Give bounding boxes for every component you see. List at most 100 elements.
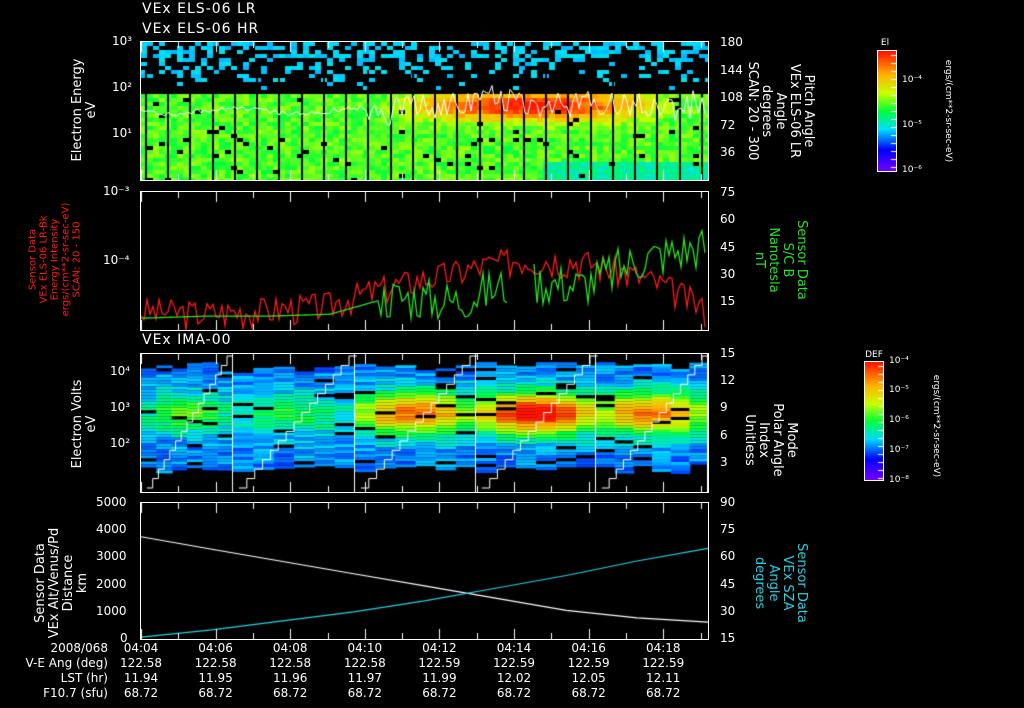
panel1-title-hr: VEx ELS-06 HR <box>142 21 260 37</box>
footer-lst-value: 11.96 <box>273 671 308 685</box>
footer-ve-value: 122.59 <box>493 656 536 670</box>
p1-ytick: 10² <box>112 80 133 94</box>
def-colorbar-tick: 10⁻⁶ <box>889 415 909 425</box>
p4-ytick: 2000 <box>96 577 127 591</box>
panel3-left-label: Electron Volts eV <box>70 379 99 469</box>
electron-energy-spectrogram <box>141 42 708 180</box>
p3-ytick-right: 3 <box>720 455 728 469</box>
def-colorbar-tick: 10⁻⁴ <box>889 356 909 366</box>
p2-ytick: 10⁻³ <box>103 184 130 198</box>
footer-time-value: 04:14 <box>496 641 532 655</box>
intensity-bfield-lineplot <box>141 192 708 330</box>
p4-ytick: 5000 <box>96 495 127 509</box>
def-colorbar-tick: 10⁻⁷ <box>889 445 909 455</box>
footer-ve-value: 122.59 <box>567 656 610 670</box>
footer-lst-value: 11.99 <box>422 671 457 685</box>
footer-f107-value: 68.72 <box>273 686 308 700</box>
footer-time-value: 04:16 <box>571 641 606 655</box>
footer-ve-value: 122.59 <box>418 656 461 670</box>
p3-ytick: 10² <box>110 436 131 450</box>
el-colorbar-tick: 10⁻⁴ <box>902 75 922 85</box>
p3-ytick-right: 12 <box>720 373 736 387</box>
panel4-frame <box>140 502 709 640</box>
def-colorbar <box>864 361 884 481</box>
el-colorbar-tick: 10⁻⁵ <box>902 120 922 130</box>
footer-lst-value: 11.94 <box>123 671 159 685</box>
def-colorbar-tick: 10⁻⁵ <box>889 385 909 395</box>
footer-f107-value: 68.72 <box>571 686 606 700</box>
el-colorbar-units: ergs/(cm**2-sr-sec-eV) <box>943 59 953 163</box>
def-colorbar-title: DEF <box>865 350 883 360</box>
footer-f107-value: 68.72 <box>646 686 681 700</box>
p2-ytick-right: 45 <box>720 240 736 254</box>
p4-ytick-right: 15 <box>720 631 736 645</box>
p1-ytick-right: 36 <box>720 145 736 159</box>
p2-ytick: 10⁻⁴ <box>103 253 130 267</box>
footer-ve-value: 122.59 <box>642 656 685 670</box>
footer-lst-value: 12.05 <box>571 671 606 685</box>
footer-f107-value: 68.72 <box>198 686 233 700</box>
footer-time-value: 04:12 <box>422 641 457 655</box>
footer-ve-value: 122.58 <box>343 656 386 670</box>
footer-time-value: 04:18 <box>645 641 681 655</box>
p4-ytick: 1000 <box>96 604 127 618</box>
p3-ytick-right: 9 <box>720 400 728 414</box>
footer-row-label-f107: F10.7 (sfu) <box>43 686 108 700</box>
p2-ytick-right: 15 <box>720 294 736 308</box>
panel3-frame <box>140 353 709 493</box>
footer-lst-value: 11.97 <box>347 671 382 685</box>
p1-ytick: 10³ <box>112 34 133 48</box>
panel1-title-lr: VEx ELS-06 LR <box>142 1 257 17</box>
footer-ve-value: 122.58 <box>120 656 162 670</box>
p1-ytick-right: 72 <box>720 118 736 132</box>
footer-row-label-date: 2008/068 <box>50 641 109 655</box>
footer-f107-value: 68.72 <box>422 686 457 700</box>
p3-ytick: 10⁴ <box>110 364 131 378</box>
p1-ytick: 10¹ <box>112 126 133 140</box>
panel4-right-label: Sensor Data VEx SZA Angle degrees <box>752 543 809 623</box>
p3-ytick-right: 15 <box>720 346 736 360</box>
footer-f107-value: 68.72 <box>123 686 159 700</box>
p2-ytick-right: 60 <box>720 212 736 226</box>
p1-ytick-right: 144 <box>720 63 743 77</box>
footer-ve-value: 122.58 <box>269 656 312 670</box>
p4-ytick-right: 45 <box>720 577 736 591</box>
distance-sza-lineplot <box>141 503 708 639</box>
p2-ytick-right: 75 <box>720 185 736 199</box>
p4-ytick: 4000 <box>96 522 127 536</box>
el-colorbar-title: El <box>880 38 890 48</box>
p3-ytick-right: 6 <box>720 428 728 442</box>
footer-time-value: 04:06 <box>198 641 233 655</box>
footer-ve-value: 122.58 <box>194 656 237 670</box>
footer-row-label-lst: LST (hr) <box>60 671 108 685</box>
footer-lst-value: 12.02 <box>496 671 532 685</box>
p4-ytick: 0 <box>120 631 128 645</box>
footer-f107-value: 68.72 <box>496 686 532 700</box>
el-colorbar-tick: 10⁻⁶ <box>902 165 922 175</box>
p3-ytick: 10³ <box>110 400 131 414</box>
def-colorbar-units: ergs/(cm**2-sr-sec-eV) <box>931 374 941 478</box>
footer-time-value: 04:10 <box>347 641 383 655</box>
footer-lst-value: 12.11 <box>646 671 681 685</box>
p1-ytick-right: 180 <box>720 35 743 49</box>
p4-ytick-right: 90 <box>720 495 736 509</box>
footer-time-value: 04:08 <box>272 641 308 655</box>
panel2-frame <box>140 191 709 331</box>
panel2-left-label: Sensor Data VEx ELS-06 LR-Bk Energy Inte… <box>27 202 83 317</box>
panel3-title: VEx IMA-00 <box>142 332 232 348</box>
panel3-right-label: Mode Polar Angle Index Unitless <box>742 403 799 477</box>
footer-lst-value: 11.95 <box>198 671 233 685</box>
footer-time-value: 04:04 <box>123 641 159 655</box>
def-colorbar-tick: 10⁻⁸ <box>889 475 909 485</box>
panel1-left-label: Electron Energy eV <box>70 58 99 162</box>
panel1-frame <box>140 41 709 181</box>
ima-ion-spectrogram <box>141 354 708 492</box>
p2-ytick-right: 30 <box>720 267 736 281</box>
panel4-left-label: Sensor Data VEx Alt/Venus/Pd Distance km <box>33 527 90 639</box>
p1-ytick-right: 108 <box>720 90 743 104</box>
footer-f107-value: 68.72 <box>347 686 382 700</box>
p4-ytick-right: 30 <box>720 604 736 618</box>
p4-ytick: 3000 <box>96 549 127 563</box>
p4-ytick-right: 60 <box>720 549 736 563</box>
panel2-right-label: Sensor Data S/C B Nanotesla nT <box>752 220 809 300</box>
